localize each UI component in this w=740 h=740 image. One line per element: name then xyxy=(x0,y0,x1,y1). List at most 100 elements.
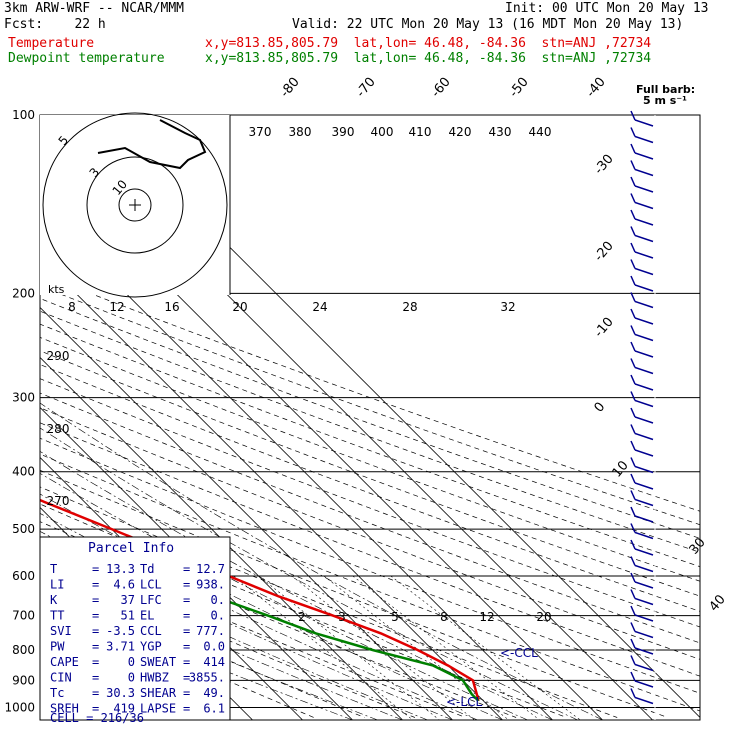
wind-barb xyxy=(630,688,636,698)
parcel-info-eq: = xyxy=(183,702,190,716)
parcel-info-cell: CELL = 216/36 xyxy=(50,711,144,725)
wind-barb xyxy=(630,572,636,583)
wind-barb xyxy=(634,218,654,226)
theta-label: 290 xyxy=(47,349,70,363)
wind-barb xyxy=(634,564,654,573)
wind-barb xyxy=(630,292,636,302)
mixing-ratio-label: 12 xyxy=(479,610,494,624)
hodograph-axis-label: 16 xyxy=(164,300,179,314)
parcel-info-eq: = xyxy=(183,640,190,654)
full-barb-label: Full barb: xyxy=(636,83,695,96)
parcel-info-value: 0. xyxy=(211,609,225,623)
parcel-info-value: 938. xyxy=(196,578,225,592)
wind-barb xyxy=(634,647,654,655)
full-barb-units: 5 m s⁻¹ xyxy=(643,94,687,107)
wind-barb xyxy=(630,424,636,434)
hodograph-axis-label: 28 xyxy=(402,300,417,314)
valid-time: Valid: 22 UTC Mon 20 May 13 (16 MDT Mon … xyxy=(292,17,684,32)
pressure-label: 900 xyxy=(12,673,35,687)
wind-barb xyxy=(634,168,654,177)
parcel-info-key: SREH xyxy=(50,702,79,716)
theta-label: 370 xyxy=(249,125,272,139)
wind-barb xyxy=(630,209,636,220)
wind-barb xyxy=(634,251,654,259)
wind-barb xyxy=(634,135,654,144)
parcel-info-key: CIN xyxy=(50,671,72,685)
wind-barb xyxy=(634,416,654,424)
parcel-info-eq: = xyxy=(183,686,190,700)
wind-barb xyxy=(634,498,654,507)
wind-barb xyxy=(634,449,654,457)
wind-barb xyxy=(630,605,636,616)
parcel-info-value: 777. xyxy=(196,624,225,638)
parcel-info-value: 4.6 xyxy=(113,578,135,592)
parcel-info-key: T xyxy=(50,562,57,576)
wind-barb xyxy=(630,457,636,467)
wind-barb xyxy=(630,490,636,500)
parcel-info-key: HWBZ xyxy=(140,671,169,685)
parcel-info-key: CCL xyxy=(140,624,162,638)
pressure-label: 600 xyxy=(12,569,35,583)
parcel-info-value: 0 xyxy=(128,671,135,685)
dry-adiabat xyxy=(40,350,700,597)
parcel-info-value: -3.5 xyxy=(106,624,135,638)
parcel-info-eq: = xyxy=(92,609,99,623)
plot-frame xyxy=(39,114,701,721)
pressure-label: 1000 xyxy=(4,700,35,714)
parcel-info-eq: = xyxy=(183,609,190,623)
wind-barb xyxy=(634,482,654,490)
theta-label: 270 xyxy=(47,494,70,508)
pressure-label: 800 xyxy=(12,643,35,657)
parcel-info-key: EL xyxy=(140,609,154,623)
parcel-info-eq: = xyxy=(183,593,190,607)
wind-barb xyxy=(634,515,654,523)
isotherm-label: 30 xyxy=(687,535,709,557)
moist-adiabat xyxy=(40,473,528,720)
wind-barb xyxy=(634,350,654,358)
hodograph-axis-label: 20 xyxy=(232,300,247,314)
parcel-info-value: 13.3 xyxy=(106,562,135,576)
isotherm-label: -80 xyxy=(278,75,303,101)
wind-barb xyxy=(634,614,654,622)
wind-barb xyxy=(634,383,654,391)
forecast-hour: Fcst: 22 h xyxy=(4,17,106,32)
legend-dewpoint: Dewpoint temperature xyxy=(8,51,165,66)
parcel-info-title: Parcel Info xyxy=(88,541,174,556)
pressure-label: 400 xyxy=(12,465,35,479)
pressure-label: 300 xyxy=(12,391,35,405)
wind-barb xyxy=(630,638,636,649)
ccl-label: <-CCL xyxy=(500,646,538,660)
wind-barb xyxy=(630,523,636,533)
temperature-trace xyxy=(40,498,480,702)
wind-barb xyxy=(630,308,636,319)
isotherm-label: -60 xyxy=(429,75,454,101)
wind-barb xyxy=(630,176,636,187)
isotherm-label: 0 xyxy=(592,400,609,416)
isotherm-line xyxy=(40,406,353,720)
dry-adiabat xyxy=(40,336,700,582)
wind-barb xyxy=(630,655,636,665)
parcel-info-value: 49. xyxy=(203,686,225,700)
theta-label: 390 xyxy=(332,125,355,139)
pressure-label: 500 xyxy=(12,522,35,536)
wind-barb xyxy=(630,341,636,352)
parcel-info-eq: = xyxy=(92,624,99,638)
hodograph-axis-label: 8 xyxy=(68,300,76,314)
kts-label: kts xyxy=(48,283,65,296)
parcel-info-key: LCL xyxy=(140,578,162,592)
wind-barb xyxy=(634,663,654,672)
parcel-info-eq: = xyxy=(183,562,190,576)
wind-barb xyxy=(630,556,636,566)
parcel-info-key: Tc xyxy=(50,686,64,700)
hodograph-ring xyxy=(42,112,228,298)
dry-adiabat xyxy=(40,323,700,568)
mixing-ratio-line xyxy=(291,575,475,720)
parcel-info-key: LFC xyxy=(140,593,162,607)
parcel-info-eq: = xyxy=(92,578,99,592)
wind-barb xyxy=(634,333,654,342)
legend-temperature: Temperature xyxy=(8,36,95,51)
parcel-info-eq: = xyxy=(92,562,99,576)
mixing-ratio-line xyxy=(258,575,440,720)
parcel-info-value: 419 xyxy=(113,702,135,716)
wind-barb xyxy=(630,259,636,269)
